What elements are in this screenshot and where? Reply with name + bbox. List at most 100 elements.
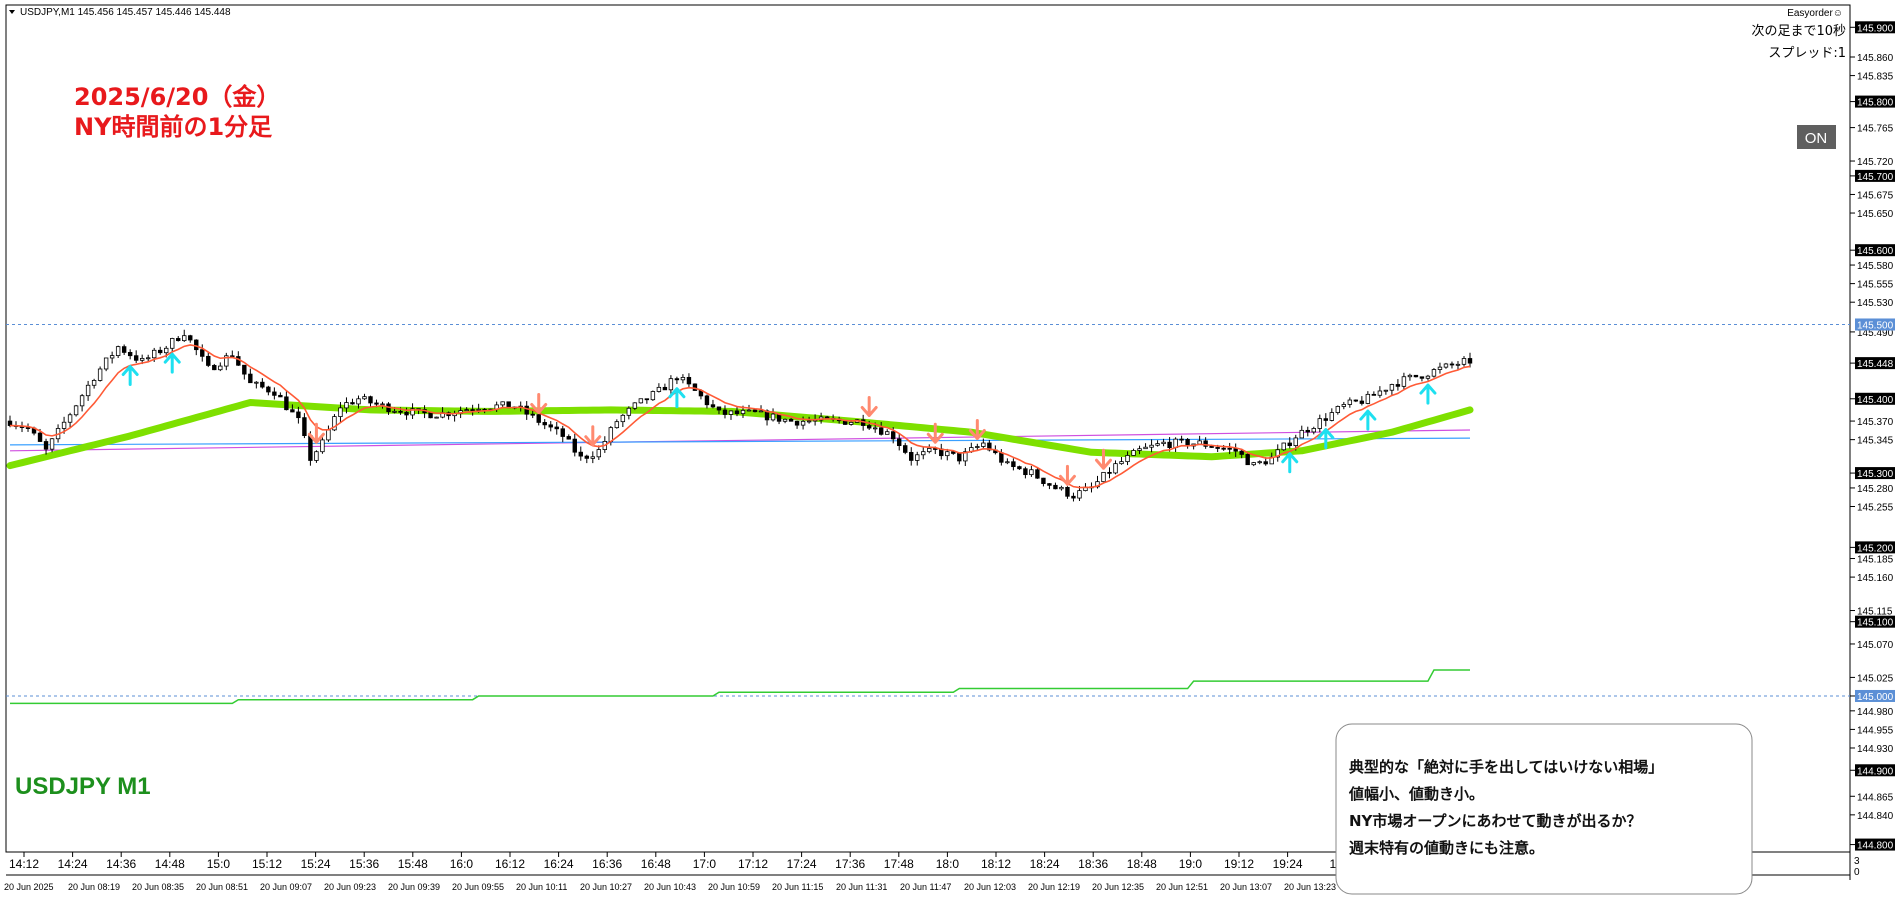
candle-body — [806, 420, 812, 423]
candle-body — [1275, 449, 1280, 458]
candle-body — [404, 411, 409, 416]
time-axis[interactable]: 14:12 14:24 14:36 14:48 15:0 15:12 15:24 15:36 1… — [4, 852, 1850, 892]
candle-body — [752, 409, 758, 413]
candle-body — [1029, 469, 1034, 476]
candle-body — [782, 418, 788, 422]
price-label: 145.300 — [1857, 469, 1894, 480]
candle-body — [927, 448, 932, 453]
down-arrow-icon — [1058, 464, 1076, 486]
candle-body — [362, 396, 367, 400]
candle-body — [1107, 471, 1112, 474]
candle-body — [1053, 484, 1058, 490]
price-label: 145.200 — [1857, 543, 1894, 554]
price-label: 145.490 — [1857, 328, 1894, 339]
time-label: 18:48 — [1127, 857, 1157, 871]
time-label: 19:24 — [1273, 857, 1303, 871]
candle-body — [236, 356, 241, 366]
candle-body — [987, 442, 992, 451]
candle-body — [145, 357, 151, 360]
candle-body — [620, 414, 626, 423]
candle-body — [560, 428, 565, 437]
candle-body — [218, 365, 223, 371]
candle-body — [1215, 447, 1220, 449]
candle-body — [338, 407, 343, 417]
candle-body — [1035, 469, 1040, 479]
candle-body — [891, 431, 896, 440]
candle-body — [1443, 363, 1449, 368]
candle-body — [1077, 490, 1082, 499]
price-tag-bg — [1855, 764, 1895, 777]
ea-label: Easyorder☺ — [1787, 8, 1843, 19]
candle-body — [788, 418, 794, 422]
price-axis[interactable]: 145.900 145.860 145.835 145.800 145.765 145.7… — [1850, 21, 1895, 878]
down-arrow-icon — [1095, 448, 1112, 470]
on-button[interactable]: ON — [1797, 125, 1836, 149]
candle-body — [626, 407, 632, 416]
candle-body — [686, 376, 692, 385]
time-label: 15:48 — [398, 857, 428, 871]
collapse-triangle-icon[interactable] — [9, 10, 15, 14]
price-label: 145.185 — [1857, 555, 1894, 566]
candle-body — [1071, 495, 1076, 499]
up-arrow-icon — [1419, 383, 1437, 405]
price-label: 144.900 — [1857, 766, 1894, 777]
candle-body — [680, 376, 686, 381]
time-label: 18:24 — [1030, 857, 1060, 871]
time-label: 15:24 — [301, 857, 331, 871]
candle-body — [320, 439, 325, 453]
candle-body — [1257, 461, 1262, 464]
price-label: 144.930 — [1857, 744, 1894, 755]
step-line-path — [10, 669, 1470, 705]
candle-body — [554, 426, 559, 430]
price-label: 145.580 — [1857, 261, 1894, 272]
date-label: 20 Jun 13:23 — [1284, 882, 1336, 892]
price-label: 144.980 — [1857, 707, 1894, 718]
candle-body — [951, 451, 956, 454]
candle-body — [97, 368, 103, 381]
candle-body — [963, 451, 968, 462]
candle-body — [1335, 406, 1341, 413]
candle-body — [308, 435, 313, 461]
candle-body — [590, 456, 596, 459]
candle-body — [206, 355, 211, 366]
date-label: 20 Jun 09:23 — [324, 882, 376, 892]
level-tag-bg — [1855, 318, 1895, 331]
candle-body — [73, 405, 79, 416]
blue-line — [9, 437, 1471, 446]
candle-body — [79, 395, 85, 407]
date-label: 20 Jun 08:19 — [68, 882, 120, 892]
up-arrow-icon — [1359, 409, 1377, 431]
candle-body — [572, 438, 577, 453]
candle-body — [524, 405, 529, 415]
candle-body — [314, 451, 319, 461]
time-label: 16:48 — [641, 857, 671, 871]
candle-body — [566, 436, 571, 440]
candle-body — [1065, 486, 1070, 497]
candle-body — [398, 410, 403, 413]
date-label: 20 Jun 12:51 — [1156, 882, 1208, 892]
candle-body — [37, 432, 43, 442]
candle-body — [644, 398, 650, 401]
time-label: 18:36 — [1078, 857, 1108, 871]
candle-body — [1455, 363, 1461, 366]
candle-body — [326, 429, 331, 441]
next-bar-countdown: 次の足まで10秒 — [1751, 23, 1846, 39]
candle-body — [1377, 390, 1383, 396]
price-label: 144.840 — [1857, 811, 1894, 822]
date-label: 20 Jun 11:31 — [836, 882, 887, 892]
time-label: 17:0 — [693, 857, 717, 871]
candle-body — [1329, 412, 1335, 421]
candle-body — [1311, 428, 1316, 433]
candle-body — [374, 402, 379, 405]
candle-body — [1401, 376, 1407, 387]
date-label: 20 Jun 11:47 — [900, 882, 951, 892]
candle-body — [176, 338, 181, 342]
candle-body — [272, 391, 277, 396]
time-label: 15:0 — [207, 857, 231, 871]
date-label: 20 Jun 09:55 — [452, 882, 504, 892]
down-arrow-icon — [968, 419, 986, 440]
time-label: 14:36 — [106, 857, 136, 871]
candle-body — [302, 417, 307, 436]
candle-body — [596, 449, 602, 458]
